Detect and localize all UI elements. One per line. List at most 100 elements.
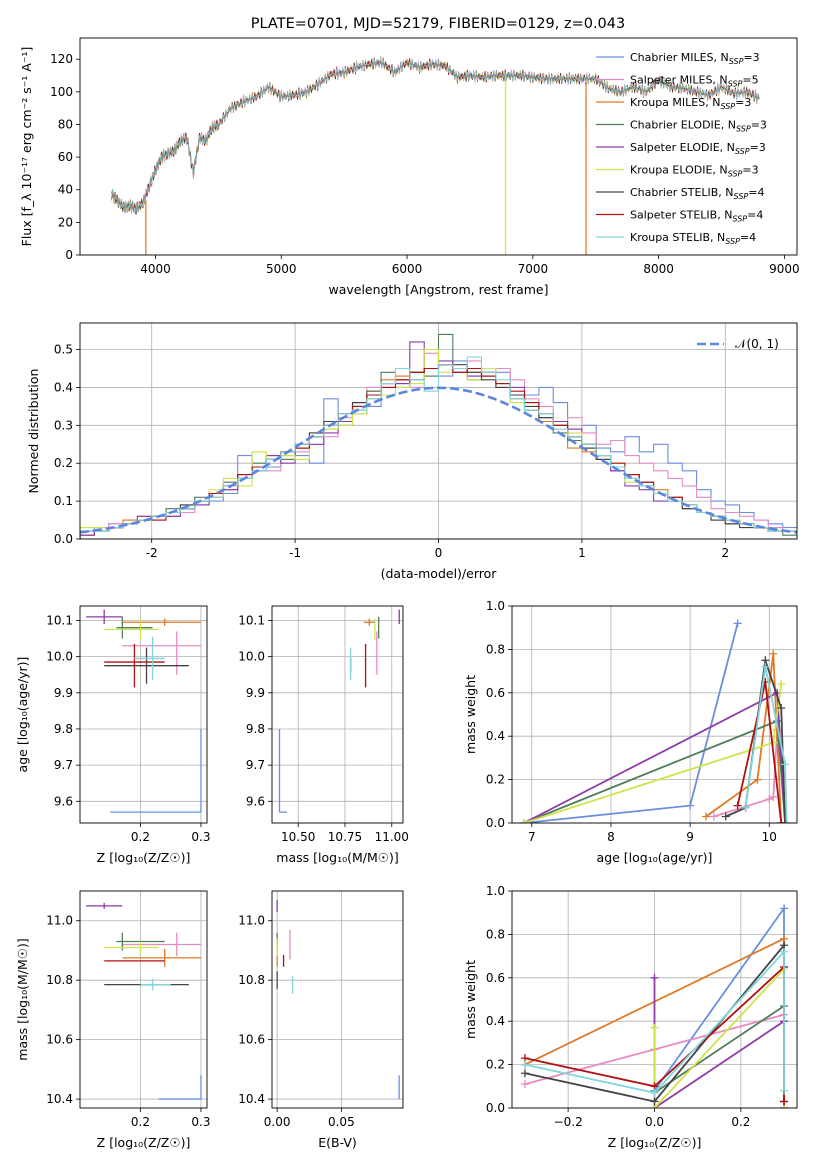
y-tick-label: 0.3 — [54, 418, 73, 432]
weight-series-kroupa-stelib — [520, 947, 789, 1097]
weight-marker — [780, 904, 789, 913]
spectrum-line-kroupa-elodie — [111, 58, 760, 255]
weight-marker — [780, 947, 789, 956]
legend-text-part: Salpeter MILES, N — [630, 74, 728, 87]
weight-marker — [733, 619, 742, 628]
panel-weight_vs_Z: −0.2 0.0 0.2 0.0 0.2 0.4 0.6 0.8 1.0 Z [log₁₀(Z/Z… — [463, 884, 798, 1150]
y-tick-label: 9.6 — [54, 794, 73, 808]
weight-marker — [782, 819, 791, 823]
y-tick-label: 10.8 — [238, 973, 265, 987]
weight-series-kroupa-elodie — [650, 965, 789, 1108]
x-axis-label: Z [log₁₀(Z/Z☉)] — [97, 1135, 191, 1150]
x-tick-label: 0.3 — [191, 830, 210, 844]
weight-line — [524, 949, 785, 1094]
errorbar-chabrier-miles — [110, 728, 202, 813]
weight-marker — [780, 1097, 789, 1106]
weight-line — [523, 623, 739, 823]
normal-reference-curve — [80, 386, 797, 534]
weight-marker — [741, 803, 750, 812]
weight-marker — [753, 775, 762, 784]
x-tick-label: 0.3 — [191, 1115, 210, 1129]
x-tick-label: 8 — [607, 830, 615, 844]
errorbar-salpeter-miles — [122, 932, 201, 957]
y-tick-label: 0.4 — [54, 380, 73, 394]
y-tick-label: 0.0 — [486, 816, 505, 830]
weight-marker — [769, 649, 778, 658]
weight-marker — [519, 819, 528, 823]
x-tick-label: 2 — [721, 546, 729, 560]
y-axis-label: age [log₁₀(age/yr)] — [15, 657, 30, 773]
weight-marker — [709, 812, 718, 821]
legend-entry-chabrier-elodie: Chabrier ELODIE, NSSP=3 — [630, 119, 767, 134]
errorbar-chabrier-elodie — [116, 616, 153, 639]
weight-marker — [781, 760, 790, 769]
legend-entry-salpeter-elodie: Salpeter ELODIE, NSSP=3 — [630, 141, 766, 156]
x-tick-label: 1 — [578, 546, 586, 560]
y-tick-label: 9.8 — [246, 722, 265, 736]
panel-age_vs_Z: 0.2 0.3 9.6 9.7 9.8 9.9 10.0 10.1 Z [log₁₀(Z/Z☉)… — [15, 605, 210, 865]
weight-marker — [701, 812, 710, 821]
y-tick-label: 10.1 — [46, 613, 73, 627]
legend-text-part: =4 — [747, 209, 763, 222]
y-tick-label: 11.0 — [238, 914, 265, 928]
errorbar-kroupa-stelib — [140, 978, 171, 991]
x-axis-label: Z [log₁₀(Z/Z☉)] — [97, 850, 191, 865]
y-tick-label: 0.2 — [54, 456, 73, 470]
legend-text-part: Chabrier ELODIE, N — [630, 119, 736, 132]
x-tick-label: 5000 — [266, 262, 297, 276]
y-tick-label: 0.5 — [54, 343, 73, 357]
y-tick-label: 40 — [58, 183, 73, 197]
y-tick-label: 10.6 — [238, 1033, 265, 1047]
x-tick-label: 10.75 — [328, 830, 362, 844]
plot-area-weight_vs_Z — [520, 904, 789, 1108]
legend-entry-kroupa-elodie: Kroupa ELODIE, NSSP=3 — [630, 164, 759, 179]
legend-text-part: =5 — [742, 74, 758, 87]
errorbar-kroupa-elodie — [104, 941, 159, 954]
legend-text-part: =3 — [735, 96, 751, 109]
errorbar-salpeter-elodie — [86, 609, 123, 625]
x-axis-label: age [log₁₀(age/yr)] — [597, 850, 713, 865]
panel-mass_vs_ebv: 0.00 0.05 10.4 10.6 10.8 11.0 E(B-V) — [238, 890, 404, 1150]
weight-marker — [777, 703, 786, 712]
weight-marker — [769, 792, 778, 801]
y-tick-label: 0.6 — [486, 686, 505, 700]
y-tick-label: 9.9 — [54, 686, 73, 700]
x-axis-label: mass [log₁₀(M/M☉)] — [276, 850, 398, 865]
panel-weight_vs_age: 7 8 9 10 0.0 0.2 0.4 0.6 0.8 1.0 age [log₁₀(age/yr… — [463, 599, 798, 865]
y-tick-label: 0.4 — [486, 1014, 505, 1028]
y-axis-label: Normed distribution — [26, 369, 41, 494]
axes-frame — [271, 605, 404, 824]
legend-entry-salpeter-miles: Salpeter MILES, NSSP=5 — [630, 74, 759, 89]
plot-area-mass_vs_ebv — [276, 899, 400, 1100]
legend-entry-kroupa-stelib: Kroupa STELIB, NSSP=4 — [630, 231, 756, 246]
spectrum-line-kroupa-stelib — [111, 57, 760, 213]
legend-text-part: =3 — [750, 141, 766, 154]
y-tick-label: 0.4 — [486, 729, 505, 743]
plot-area-residuals — [80, 333, 797, 539]
y-tick-label: 1.0 — [486, 599, 505, 613]
y-axis-label: Flux [f_λ 10⁻¹⁷ erg cm⁻² s⁻¹ A⁻¹] — [19, 47, 34, 247]
weight-marker — [761, 662, 770, 671]
weight-series-kroupa-stelib — [741, 662, 791, 823]
y-tick-label: 9.7 — [246, 758, 265, 772]
y-tick-label: 10.4 — [46, 1092, 73, 1106]
y-tick-label: 10.6 — [46, 1033, 73, 1047]
y-axis-label: mass [log₁₀(M/M☉)] — [15, 938, 30, 1060]
weight-marker — [777, 819, 786, 823]
errorbar-kroupa-stelib — [134, 636, 165, 681]
axes-frame — [79, 322, 798, 540]
legend-text-part: SSP — [725, 237, 740, 246]
legend-entry-chabrier-stelib: Chabrier STELIB, NSSP=4 — [630, 186, 764, 201]
weight-marker — [781, 819, 790, 823]
legend-text-part: =4 — [748, 186, 764, 199]
y-tick-label: 100 — [50, 85, 73, 99]
axes-frame — [511, 890, 798, 1109]
x-tick-label: -1 — [289, 546, 301, 560]
weight-marker — [650, 1097, 659, 1106]
weight-line — [705, 653, 783, 823]
x-tick-label: 0.0 — [645, 1115, 664, 1129]
x-tick-label: 0.00 — [264, 1115, 291, 1129]
legend-text-part: =3 — [751, 119, 767, 132]
legend-text-part: SSP — [729, 57, 744, 66]
